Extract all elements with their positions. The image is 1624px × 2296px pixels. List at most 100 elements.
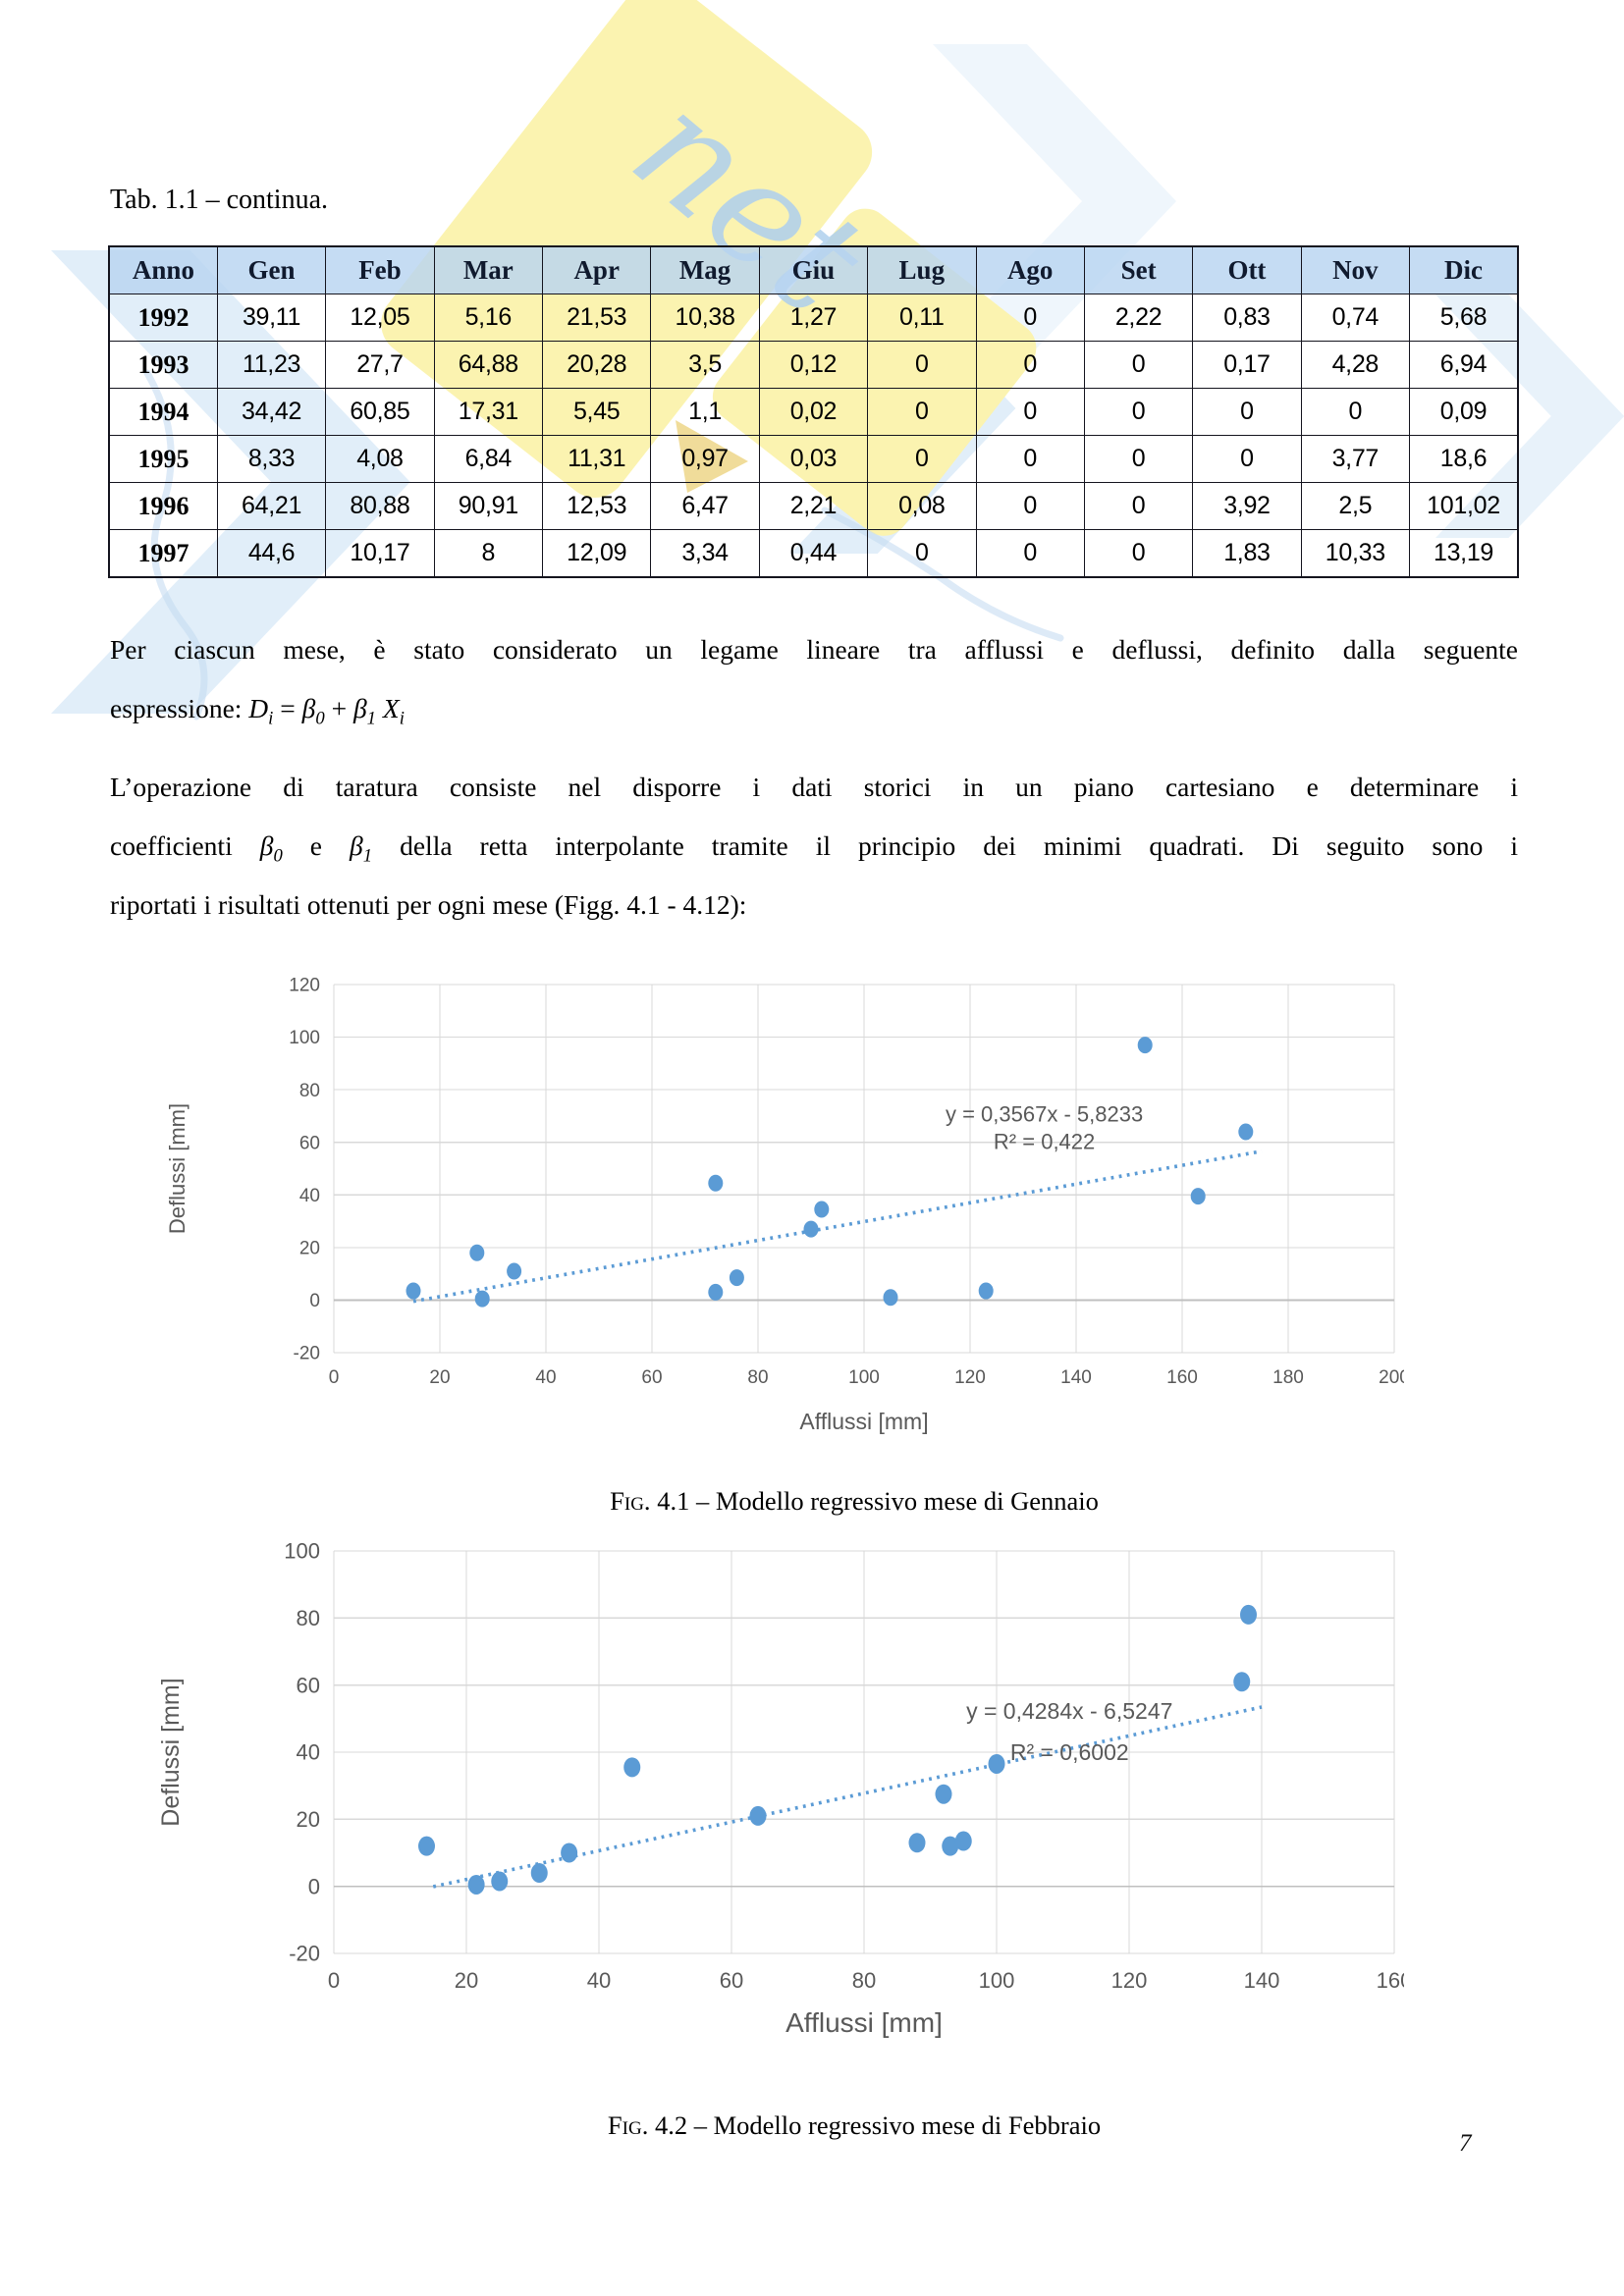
caption-label: Fig.: [610, 1486, 651, 1516]
svg-text:R² = 0,6002: R² = 0,6002: [1010, 1739, 1129, 1765]
table-row: 1997 44,6 10,17 8 12,09 3,34 0,44 0 0 0 1,83 10,33 1…: [108, 529, 1519, 578]
data-point: [729, 1269, 744, 1287]
value-cell: 0,09: [1409, 388, 1519, 436]
data-point: [942, 1836, 959, 1856]
scatter-chart-gennaio: 0 20 40 60 80 100 120 140 160 180 200 -20 0 20 40 60 80 1…: [137, 960, 1410, 1461]
svg-text:-20: -20: [289, 1942, 320, 1966]
column-header: Mar: [433, 245, 544, 294]
text-line: coefficienti β0 e β1 della retta interpo…: [110, 817, 1518, 876]
data-points: [406, 1037, 1254, 1308]
column-header: Feb: [325, 245, 435, 294]
x-axis-label: Afflussi [mm]: [785, 2007, 943, 2038]
column-header: Gen: [216, 245, 327, 294]
text-line: riportati i risultati ottenuti per ogni …: [110, 876, 1518, 934]
data-point: [1137, 1037, 1153, 1054]
y-axis-label: Deflussi [mm]: [157, 1678, 185, 1826]
column-header: Set: [1083, 245, 1194, 294]
column-header: Dic: [1409, 245, 1519, 294]
chart-canvas: 0 20 40 60 80 100 120 140 160 180 200 -20 0 20 40 60 80 1…: [165, 976, 1410, 1434]
value-cell: 4,08: [325, 435, 435, 483]
column-header: Ott: [1192, 245, 1302, 294]
axis-tick-labels: 0 20 40 60 80 100 120 140 160 180 200 -20 0 20 40 60 80 1…: [289, 976, 1410, 1388]
value-cell: 10,38: [650, 294, 760, 342]
gridlines: [333, 984, 1395, 1354]
svg-text:20: 20: [455, 1968, 478, 1993]
data-point: [469, 1244, 485, 1261]
data-point: [883, 1289, 898, 1307]
value-cell: 3,92: [1192, 482, 1302, 530]
gridlines: [333, 1550, 1395, 1954]
svg-text:60: 60: [720, 1968, 743, 1993]
value-cell: 12,53: [541, 482, 652, 530]
svg-text:120: 120: [289, 976, 320, 996]
trendline-equation: y = 0,4284x - 6,5247 R² = 0,6002: [966, 1698, 1172, 1765]
data-point: [406, 1282, 421, 1300]
table-row: 1996 64,21 80,88 90,91 12,53 6,47 2,21 0,08 0 0 3,…: [108, 482, 1519, 530]
paragraph-regression-model: Per ciascun mese, è stato considerato un…: [110, 620, 1518, 738]
svg-text:20: 20: [429, 1367, 450, 1388]
value-cell: 0: [867, 388, 977, 436]
value-cell: 27,7: [325, 341, 435, 389]
value-cell: 0: [1083, 529, 1194, 578]
value-cell: 3,34: [650, 529, 760, 578]
value-cell: 12,05: [325, 294, 435, 342]
value-cell: 0,83: [1192, 294, 1302, 342]
svg-text:160: 160: [1377, 1968, 1404, 1993]
value-cell: 20,28: [541, 341, 652, 389]
value-cell: 2,22: [1083, 294, 1194, 342]
column-header: Nov: [1300, 245, 1411, 294]
svg-text:160: 160: [1166, 1367, 1198, 1388]
trendline-equation: y = 0,3567x - 5,8233 R² = 0,422: [946, 1101, 1143, 1153]
svg-text:80: 80: [747, 1367, 768, 1388]
value-cell: 1,1: [650, 388, 760, 436]
table-row: 1995 8,33 4,08 6,84 11,31 0,97 0,03 0 0 0 0 3,77 18,…: [108, 435, 1519, 483]
value-cell: 0: [1083, 388, 1194, 436]
data-point: [988, 1753, 1005, 1774]
value-cell: 6,47: [650, 482, 760, 530]
math-expression: β0: [259, 830, 283, 867]
svg-text:0: 0: [308, 1874, 320, 1898]
year-cell: 1995: [108, 435, 218, 483]
y-axis-label: Deflussi [mm]: [165, 1103, 189, 1234]
value-cell: 0,11: [867, 294, 977, 342]
value-cell: 0: [867, 529, 977, 578]
value-cell: 34,42: [216, 388, 327, 436]
svg-text:40: 40: [535, 1367, 556, 1388]
value-cell: 3,5: [650, 341, 760, 389]
value-cell: 13,19: [1409, 529, 1519, 578]
value-cell: 101,02: [1409, 482, 1519, 530]
value-cell: 0,12: [758, 341, 869, 389]
svg-text:100: 100: [848, 1367, 880, 1388]
axis-tick-labels: 0 20 40 60 80 100 120 140 160 -20 0 20 40 60 80 100: [284, 1539, 1412, 1993]
value-cell: 0: [1192, 435, 1302, 483]
value-cell: 10,17: [325, 529, 435, 578]
value-cell: 0,97: [650, 435, 760, 483]
value-cell: 18,6: [1409, 435, 1519, 483]
text-line: L’operazione di taratura consiste nel di…: [110, 758, 1518, 817]
table-header: Anno Gen Feb Mar Apr Mag Giu Lug Ago Set Ott Nov Dic: [108, 245, 1519, 294]
year-cell: 1992: [108, 294, 218, 342]
value-cell: 0: [867, 435, 977, 483]
page-number: 7: [1459, 2130, 1472, 2157]
column-header: Apr: [541, 245, 652, 294]
value-cell: 6,84: [433, 435, 544, 483]
svg-text:100: 100: [284, 1539, 320, 1564]
value-cell: 0,44: [758, 529, 869, 578]
data-point: [1240, 1604, 1257, 1625]
svg-text:y = 0,3567x - 5,8233: y = 0,3567x - 5,8233: [946, 1101, 1143, 1126]
paragraph-calibration: L’operazione di taratura consiste nel di…: [110, 758, 1518, 934]
data-point: [467, 1874, 485, 1895]
text-run: espressione:: [110, 693, 249, 723]
data-point: [814, 1201, 830, 1218]
value-cell: 1,83: [1192, 529, 1302, 578]
text-run: e: [282, 830, 351, 861]
svg-text:140: 140: [1060, 1367, 1092, 1388]
table-body: 1992 39,11 12,05 5,16 21,53 10,38 1,27 0,11 0 2,2…: [108, 294, 1519, 578]
value-cell: 17,31: [433, 388, 544, 436]
value-cell: 0: [975, 294, 1085, 342]
caption-label: Fig.: [607, 2110, 649, 2140]
value-cell: 5,16: [433, 294, 544, 342]
value-cell: 0: [1083, 435, 1194, 483]
table-row: 1993 11,23 27,7 64,88 20,28 3,5 0,12 0 0 0 0,17 4,2…: [108, 341, 1519, 389]
data-point: [708, 1283, 724, 1301]
